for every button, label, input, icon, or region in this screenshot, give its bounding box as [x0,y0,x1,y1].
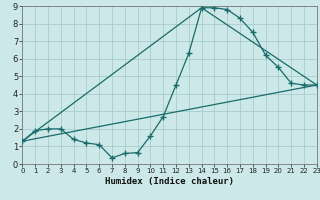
X-axis label: Humidex (Indice chaleur): Humidex (Indice chaleur) [105,177,234,186]
